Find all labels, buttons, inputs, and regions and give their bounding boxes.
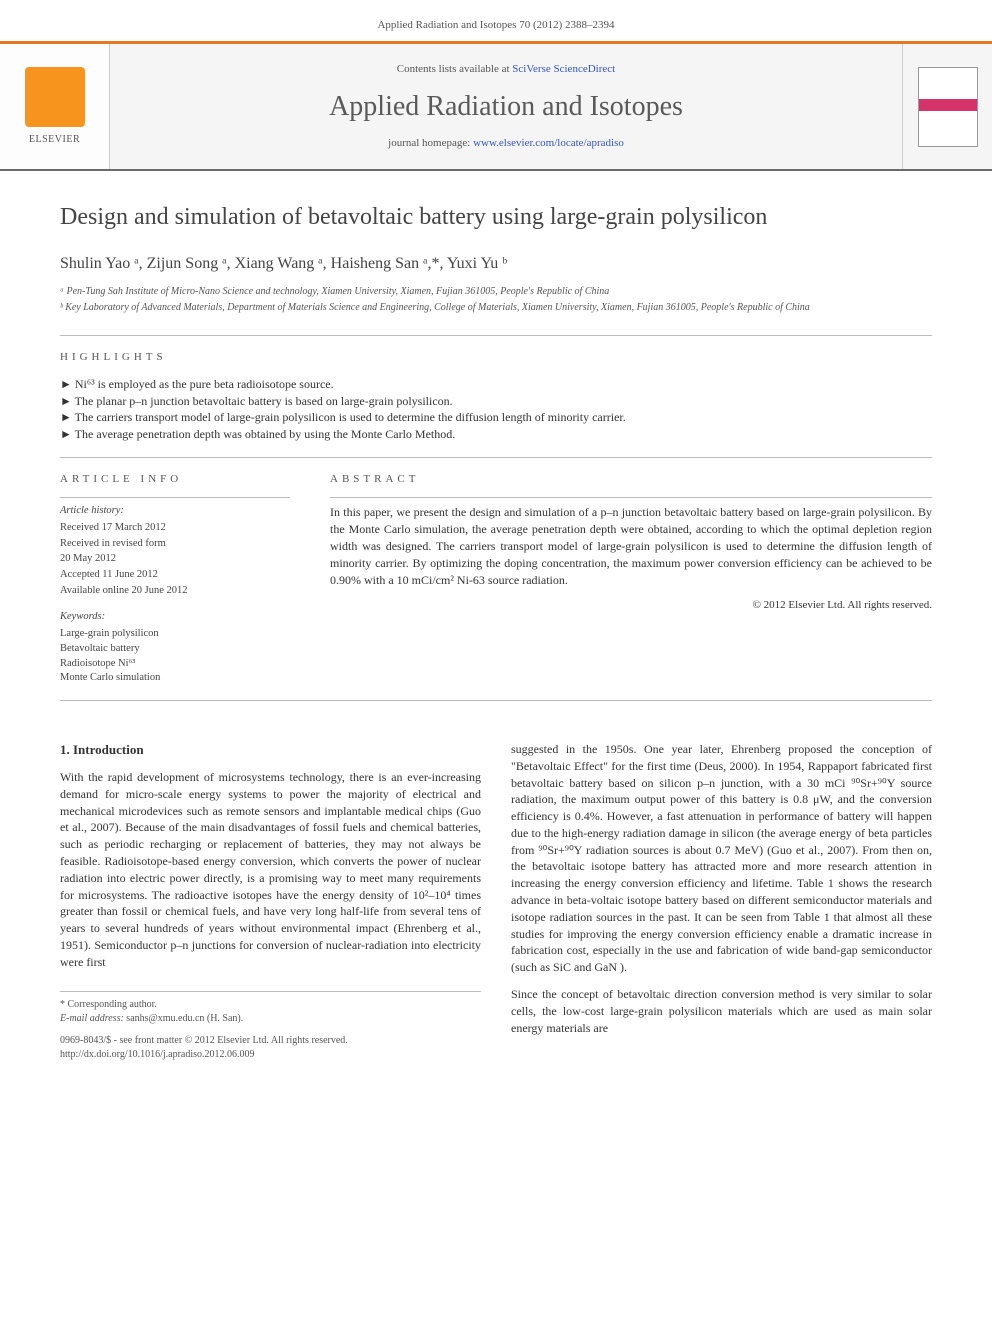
authors-line: Shulin Yao ᵃ, Zijun Song ᵃ, Xiang Wang ᵃ… [60,253,932,275]
homepage-link[interactable]: www.elsevier.com/locate/apradiso [473,137,624,149]
doi-link[interactable]: http://dx.doi.org/10.1016/j.apradiso.201… [60,1048,481,1062]
divider [60,457,932,458]
history-item: Received 17 March 2012 [60,521,290,536]
highlight-item: The carriers transport model of large-gr… [60,409,932,426]
keyword: Monte Carlo simulation [60,671,290,686]
email-line: E-mail address: sanhs@xmu.edu.cn (H. San… [60,1012,481,1026]
divider [60,497,290,498]
email-address[interactable]: sanhs@xmu.edu.cn (H. San). [126,1013,243,1024]
body-paragraph: Since the concept of betavoltaic directi… [511,986,932,1036]
article-info-label: ARTICLE INFO [60,472,290,487]
keyword: Large-grain polysilicon [60,627,290,642]
highlights-section: HIGHLIGHTS Ni⁶³ is employed as the pure … [60,350,932,443]
affiliations: ᵃ Pen-Tung Sah Institute of Micro-Nano S… [60,285,932,315]
journal-cover-thumb [902,44,992,169]
email-label: E-mail address: [60,1013,126,1024]
body-two-columns: 1. Introduction With the rapid developme… [60,741,932,1062]
history-item: Received in revised form [60,537,290,552]
history-item: Accepted 11 June 2012 [60,568,290,583]
history-label: Article history: [60,504,290,519]
history-item: Available online 20 June 2012 [60,584,290,599]
divider [330,497,932,498]
issn-line: 0969-8043/$ - see front matter © 2012 El… [60,1034,481,1048]
publisher-logo: ELSEVIER [0,44,110,169]
doi-block: 0969-8043/$ - see front matter © 2012 El… [60,1034,481,1062]
article-main: Design and simulation of betavoltaic bat… [0,171,992,1081]
info-abstract-row: ARTICLE INFO Article history: Received 1… [60,472,932,686]
keyword: Radioisotope Ni⁶³ [60,657,290,672]
body-column-right: suggested in the 1950s. One year later, … [511,741,932,1062]
keywords-block: Keywords: Large-grain polysilicon Betavo… [60,610,290,685]
abstract-copyright: © 2012 Elsevier Ltd. All rights reserved… [330,598,932,613]
contents-text: Contents lists available at [397,63,512,75]
journal-title: Applied Radiation and Isotopes [329,87,683,126]
abstract-label: ABSTRACT [330,472,932,487]
body-column-left: 1. Introduction With the rapid developme… [60,741,481,1062]
running-header: Applied Radiation and Isotopes 70 (2012)… [0,0,992,41]
divider [60,700,932,701]
affiliation-b: ᵇ Key Laboratory of Advanced Materials, … [60,301,932,315]
article-title: Design and simulation of betavoltaic bat… [60,201,932,235]
publisher-name: ELSEVIER [29,133,80,147]
article-info-column: ARTICLE INFO Article history: Received 1… [60,472,290,686]
journal-info-block: Contents lists available at SciVerse Sci… [110,44,902,169]
highlight-item: Ni⁶³ is employed as the pure beta radioi… [60,376,932,393]
highlights-list: Ni⁶³ is employed as the pure beta radioi… [60,376,932,443]
body-paragraph: With the rapid development of microsyste… [60,769,481,971]
contents-available-line: Contents lists available at SciVerse Sci… [397,62,615,77]
divider [60,335,932,336]
footnotes: * Corresponding author. E-mail address: … [60,991,481,1026]
highlight-item: The average penetration depth was obtain… [60,426,932,443]
highlights-label: HIGHLIGHTS [60,350,932,365]
elsevier-tree-icon [25,67,85,127]
abstract-text: In this paper, we present the design and… [330,504,932,588]
corresponding-author: * Corresponding author. [60,998,481,1012]
abstract-column: ABSTRACT In this paper, we present the d… [330,472,932,686]
article-history: Received 17 March 2012 Received in revis… [60,521,290,598]
journal-masthead: ELSEVIER Contents lists available at Sci… [0,41,992,171]
keyword: Betavoltaic battery [60,642,290,657]
journal-homepage-line: journal homepage: www.elsevier.com/locat… [388,136,624,151]
history-item: 20 May 2012 [60,552,290,567]
section-heading-intro: 1. Introduction [60,741,481,759]
cover-image-icon [918,67,978,147]
affiliation-a: ᵃ Pen-Tung Sah Institute of Micro-Nano S… [60,285,932,299]
keywords-label: Keywords: [60,610,290,625]
highlight-item: The planar p–n junction betavoltaic batt… [60,393,932,410]
sciencedirect-link[interactable]: SciVerse ScienceDirect [512,63,615,75]
homepage-label: journal homepage: [388,137,473,149]
body-paragraph: suggested in the 1950s. One year later, … [511,741,932,976]
